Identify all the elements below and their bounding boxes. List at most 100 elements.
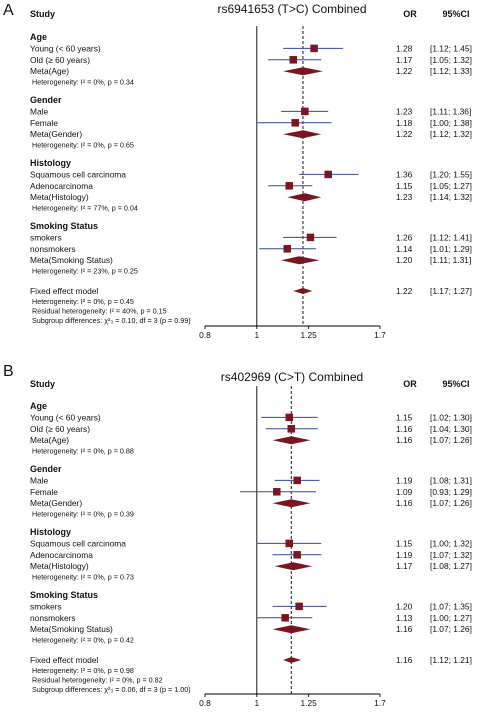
overall-ci-value: [1.12; 1.21]	[430, 655, 472, 665]
heterogeneity-note: Heterogeneity: I² = 23%, p = 0.25	[32, 267, 138, 276]
ci-value: [0.93; 1.29]	[430, 487, 472, 497]
group-heading: Age	[30, 32, 47, 42]
point-estimate-square	[281, 614, 289, 622]
meta-or-value: 1.17	[396, 561, 413, 571]
point-estimate-square	[285, 413, 294, 422]
ci-header: 95%CI	[442, 9, 469, 19]
ci-value: [1.12; 1.41]	[430, 232, 472, 242]
study-label: nonsmokers	[30, 613, 76, 623]
study-label: nonsmokers	[30, 244, 76, 254]
overall-note: Subgroup differences: χ²₃ = 0.06, df = 3…	[32, 685, 191, 694]
group-heading: Age	[30, 401, 47, 411]
or-value: 1.19	[396, 550, 413, 560]
point-estimate-square	[283, 245, 291, 253]
x-tick-label: 0.8	[199, 330, 211, 340]
heterogeneity-note: Heterogeneity: I² = 0%, p = 0.39	[32, 510, 134, 519]
meta-or-value: 1.23	[396, 192, 413, 202]
study-label: smokers	[30, 232, 62, 242]
x-tick-label: 1.7	[374, 330, 386, 340]
overall-note: Subgroup differences: χ²₃ = 0.10, df = 3…	[32, 316, 191, 325]
overall-note: Residual heterogeneity: I² = 40%, p = 0.…	[32, 307, 167, 316]
ci-value: [1.00; 1.38]	[430, 118, 472, 128]
overall-diamond	[283, 657, 302, 663]
point-estimate-square	[273, 488, 281, 496]
study-header: Study	[30, 9, 55, 19]
meta-ci-value: [1.14; 1.32]	[430, 192, 472, 202]
meta-label: Meta(Age)	[30, 435, 69, 445]
overall-label: Fixed effect model	[30, 286, 98, 296]
overall-note: Heterogeneity: I² = 0%, p = 0.98	[32, 666, 134, 675]
or-value: 1.17	[396, 55, 413, 65]
study-label: Female	[30, 487, 58, 497]
point-estimate-square	[295, 602, 303, 611]
meta-diamond	[272, 499, 311, 508]
point-estimate-square	[285, 182, 294, 190]
or-value: 1.19	[396, 475, 413, 485]
heterogeneity-note: Heterogeneity: I² = 0%, p = 0.65	[32, 141, 134, 150]
study-label: Young (< 60 years)	[30, 43, 101, 53]
overall-note: Residual heterogeneity: I² = 0%, p = 0.8…	[32, 676, 163, 685]
overall-or-value: 1.22	[396, 286, 413, 296]
or-value: 1.13	[396, 613, 413, 623]
or-header: OR	[403, 379, 417, 389]
ci-value: [1.00; 1.27]	[430, 613, 472, 623]
group-heading: Smoking Status	[30, 221, 98, 231]
overall-ci-value: [1.17; 1.27]	[430, 286, 472, 296]
or-value: 1.15	[396, 538, 413, 548]
ci-value: [1.20; 1.55]	[430, 169, 472, 179]
meta-label: Meta(Smoking Status)	[30, 255, 113, 265]
or-value: 1.20	[396, 601, 413, 611]
point-estimate-square	[310, 44, 318, 53]
meta-diamond	[272, 625, 311, 634]
or-value: 1.09	[396, 487, 413, 497]
group-heading: Histology	[30, 527, 71, 537]
ci-value: [1.08; 1.31]	[430, 475, 472, 485]
overall-or-value: 1.16	[396, 655, 413, 665]
or-value: 1.15	[396, 412, 413, 422]
study-label: Squamous cell carcinoma	[30, 169, 126, 179]
point-estimate-square	[289, 56, 298, 64]
study-label: Adenocarcinoma	[30, 181, 93, 191]
meta-ci-value: [1.12; 1.33]	[430, 66, 472, 76]
ci-value: [1.00; 1.32]	[430, 538, 472, 548]
group-heading: Histology	[30, 158, 71, 168]
x-tick-label: 1.7	[374, 698, 386, 708]
ci-value: [1.02; 1.30]	[430, 412, 472, 422]
meta-diamond	[274, 562, 313, 571]
overall-label: Fixed effect model	[30, 655, 98, 665]
or-value: 1.14	[396, 244, 413, 254]
point-estimate-square	[287, 425, 296, 433]
ci-value: [1.05; 1.32]	[430, 55, 472, 65]
study-header: Study	[30, 379, 55, 389]
meta-or-value: 1.20	[396, 255, 413, 265]
meta-or-value: 1.16	[396, 435, 413, 445]
point-estimate-square	[293, 476, 301, 485]
ci-value: [1.11; 1.36]	[430, 106, 471, 116]
meta-diamond	[281, 256, 320, 265]
or-value: 1.36	[396, 169, 413, 179]
study-label: Young (< 60 years)	[30, 412, 101, 422]
or-value: 1.15	[396, 181, 413, 191]
meta-or-value: 1.22	[396, 66, 413, 76]
point-estimate-square	[285, 539, 294, 548]
heterogeneity-note: Heterogeneity: I² = 0%, p = 0.34	[32, 78, 134, 87]
meta-ci-value: [1.07; 1.26]	[430, 498, 472, 508]
x-tick-label: 1	[254, 330, 259, 340]
study-label: Adenocarcinoma	[30, 550, 93, 560]
meta-label: Meta(Gender)	[30, 129, 82, 139]
panel-letter: B	[3, 363, 14, 380]
meta-ci-value: [1.07; 1.26]	[430, 624, 472, 634]
heterogeneity-note: Heterogeneity: I² = 0%, p = 0.73	[32, 573, 134, 582]
panel-title: rs402969 (C>T) Combined	[221, 370, 363, 384]
ci-header: 95%CI	[442, 379, 469, 389]
meta-diamond	[283, 130, 322, 139]
ci-value: [1.04; 1.30]	[430, 424, 472, 434]
study-label: Old (≥ 60 years)	[30, 424, 90, 434]
group-heading: Gender	[30, 95, 62, 105]
panel-title: rs6941653 (T>C) Combined	[217, 2, 366, 16]
ci-value: [1.05; 1.27]	[430, 181, 472, 191]
ci-value: [1.01; 1.29]	[430, 244, 472, 254]
meta-label: Meta(Age)	[30, 66, 69, 76]
meta-label: Meta(Histology)	[30, 561, 89, 571]
